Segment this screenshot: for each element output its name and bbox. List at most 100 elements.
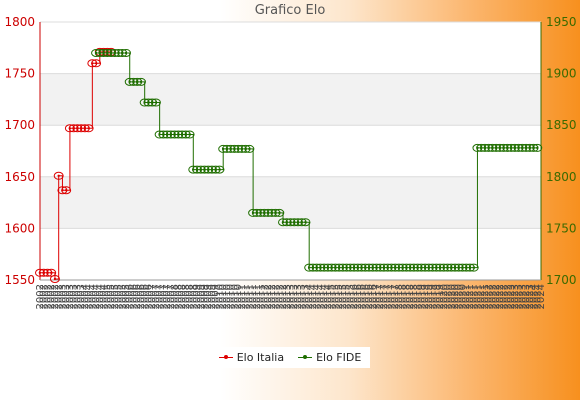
x-tick-label: 2010 xyxy=(222,284,233,309)
x-tick-label: 2021 xyxy=(472,284,483,309)
x-tick-label: 2013 xyxy=(289,284,300,309)
x-tick-label: 2021 xyxy=(465,284,476,309)
x-tick-label: 2003 xyxy=(61,284,72,309)
x-tick-label: 2010 xyxy=(214,284,225,309)
x-tick-label: 2017 xyxy=(375,284,386,309)
plot-band xyxy=(40,73,541,126)
x-tick-label: 2002 xyxy=(50,284,61,309)
legend-swatch-italia xyxy=(218,354,233,362)
x-tick-label: 2006 xyxy=(132,284,143,309)
data-point-center xyxy=(50,271,53,274)
x-tick-label: 2023 xyxy=(510,284,521,309)
x-tick-label: 2023 xyxy=(517,284,528,309)
data-point xyxy=(61,186,72,195)
x-tick-label: 2006 xyxy=(125,284,136,309)
x-tick-label: 2022 xyxy=(502,284,513,309)
x-tick-label: 2013 xyxy=(293,284,304,309)
x-tick-label: 2023 xyxy=(525,284,536,309)
x-tick-label: 2014 xyxy=(323,284,334,309)
x-tick-label: 2014 xyxy=(315,284,326,309)
x-tick-label: 2017 xyxy=(386,284,397,309)
x-tick-label: 2002 xyxy=(46,284,57,309)
x-tick-label: 2014 xyxy=(319,284,330,309)
data-point xyxy=(120,48,131,57)
x-tick-label: 2017 xyxy=(379,284,390,309)
x-tick-label: 2020 xyxy=(443,284,454,309)
x-tick-label: 2008 xyxy=(170,284,181,309)
x-tick-label: 2011 xyxy=(244,284,255,309)
right-tick-label: 1850 xyxy=(546,118,577,132)
data-point xyxy=(300,218,311,227)
data-point-center xyxy=(124,51,128,55)
x-tick-label: 2007 xyxy=(147,284,158,309)
x-tick-label: 2019 xyxy=(420,284,431,309)
x-tick-label: 2019 xyxy=(416,284,427,309)
legend-item-elo-fide: Elo FIDE xyxy=(298,351,361,364)
right-tick-label: 1900 xyxy=(546,67,577,81)
x-tick-label: 2008 xyxy=(177,284,188,309)
legend-label-italia: Elo Italia xyxy=(236,351,285,364)
data-point-center xyxy=(218,168,221,171)
x-tick-label: 2018 xyxy=(409,284,420,309)
x-tick-label: 2014 xyxy=(308,284,319,309)
x-tick-label: 2016 xyxy=(349,284,360,309)
x-tick-label: 2022 xyxy=(499,284,510,309)
data-point-center xyxy=(248,147,251,151)
data-point-center xyxy=(304,221,307,224)
x-tick-label: 2004 xyxy=(84,284,95,309)
x-tick-label: 2006 xyxy=(136,284,147,309)
x-tick-label: 2007 xyxy=(155,284,166,309)
x-tick-label: 2005 xyxy=(110,284,121,309)
x-tick-label: 2013 xyxy=(300,284,311,309)
left-tick-label: 1550 xyxy=(4,273,35,287)
x-tick-label: 2007 xyxy=(166,284,177,309)
x-tick-label: 2020 xyxy=(446,284,457,309)
x-tick-label: 2009 xyxy=(203,284,214,309)
x-tick-label: 2019 xyxy=(431,284,442,309)
x-tick-label: 2009 xyxy=(207,284,218,309)
x-tick-label: 2012 xyxy=(259,284,270,309)
data-point xyxy=(53,171,64,180)
x-tick-label: 2011 xyxy=(256,284,267,309)
data-point-center xyxy=(94,62,98,65)
x-tick-label: 2008 xyxy=(185,284,196,309)
x-tick-label: 2014 xyxy=(312,284,323,309)
data-point xyxy=(244,144,255,153)
x-tick-label: 2024 xyxy=(532,284,543,309)
left-tick-label: 1600 xyxy=(4,221,35,235)
left-tick-label: 1650 xyxy=(4,170,35,184)
legend-item-elo-italia: Elo Italia xyxy=(218,351,285,364)
x-tick-label: 2012 xyxy=(278,284,289,309)
legend-swatch-fide xyxy=(298,354,313,362)
left-tick-label: 1700 xyxy=(4,118,35,132)
data-point xyxy=(532,143,543,152)
x-tick-label: 2021 xyxy=(469,284,480,309)
x-tick-label: 2005 xyxy=(117,284,128,309)
x-tick-label: 2003 xyxy=(65,284,76,309)
x-tick-label: 2007 xyxy=(151,284,162,309)
x-tick-label: 2022 xyxy=(484,284,495,309)
x-tick-label: 2013 xyxy=(286,284,297,309)
plot-band xyxy=(40,125,541,177)
x-tick-label: 2019 xyxy=(428,284,439,309)
x-tick-label: 2002 xyxy=(39,284,50,309)
left-tick-label: 1750 xyxy=(4,67,35,81)
x-tick-label: 2007 xyxy=(158,284,169,309)
data-point xyxy=(91,59,102,68)
x-tick-label: 2011 xyxy=(248,284,259,309)
x-tick-label: 2022 xyxy=(487,284,498,309)
x-tick-label: 2016 xyxy=(364,284,375,309)
x-tick-label: 2024 xyxy=(536,284,547,309)
right-tick-label: 1800 xyxy=(546,170,577,184)
x-tick-label: 2005 xyxy=(121,284,132,309)
x-tick-label: 2007 xyxy=(162,284,173,309)
x-tick-label: 2008 xyxy=(188,284,199,309)
x-tick-label: 2016 xyxy=(360,284,371,309)
x-tick-label: 2021 xyxy=(480,284,491,309)
x-tick-label: 2005 xyxy=(114,284,125,309)
data-point-center xyxy=(64,189,68,192)
data-point-center xyxy=(139,80,143,84)
x-tick-label: 2018 xyxy=(413,284,424,309)
left-tick-label: 1800 xyxy=(4,15,35,29)
